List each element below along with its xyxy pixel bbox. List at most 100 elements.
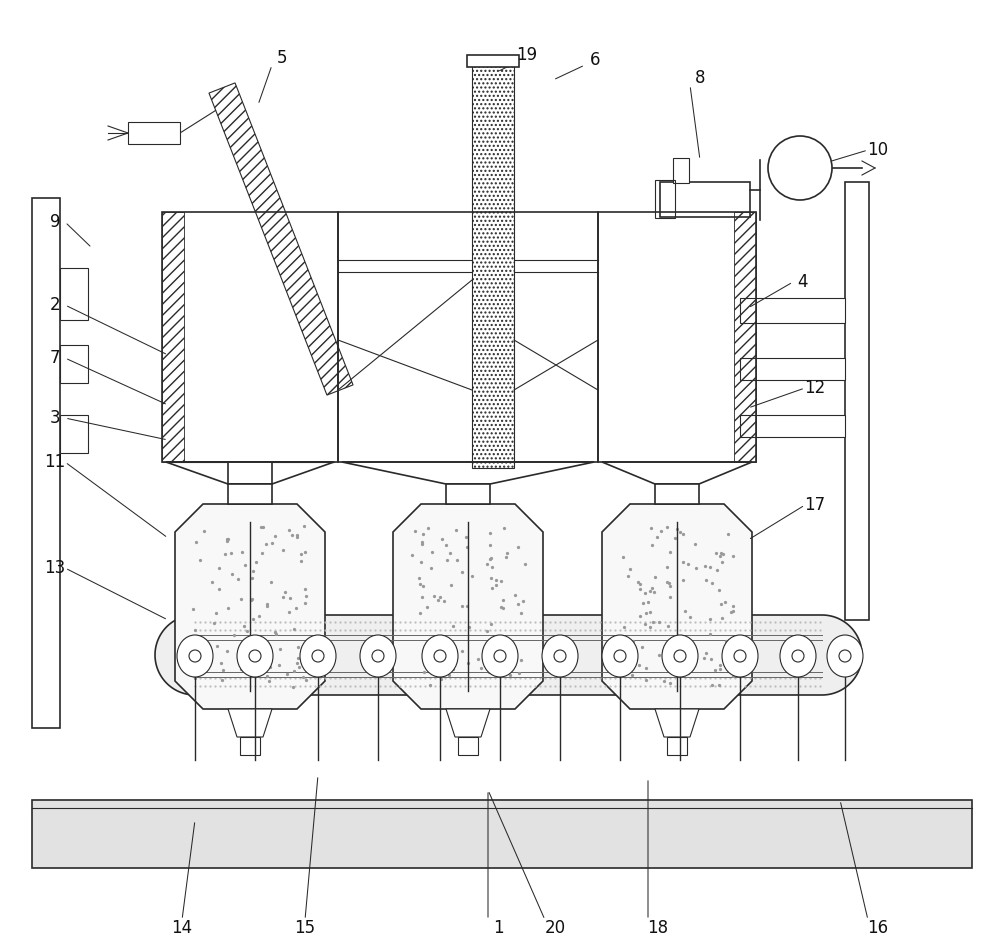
Point — [667, 530, 683, 545]
Point — [411, 571, 427, 586]
Point — [297, 595, 313, 611]
Point — [420, 635, 436, 650]
Point — [208, 606, 224, 621]
Point — [651, 615, 667, 630]
Text: 10: 10 — [867, 141, 889, 159]
Point — [415, 526, 431, 541]
Point — [698, 646, 714, 661]
Point — [291, 659, 307, 674]
Point — [634, 639, 650, 654]
Point — [279, 666, 295, 682]
Point — [660, 618, 676, 633]
Point — [414, 589, 430, 604]
Point — [253, 520, 269, 535]
Ellipse shape — [360, 635, 396, 677]
Point — [429, 659, 445, 674]
Point — [482, 538, 498, 553]
Point — [669, 521, 685, 537]
Point — [496, 520, 512, 536]
Point — [209, 639, 225, 654]
Point — [441, 667, 457, 683]
Ellipse shape — [482, 635, 518, 677]
Point — [271, 658, 287, 673]
Point — [483, 616, 499, 631]
Text: 3: 3 — [50, 409, 60, 427]
Point — [625, 633, 641, 648]
Point — [498, 550, 514, 565]
Point — [470, 651, 486, 666]
Point — [725, 668, 741, 684]
Point — [717, 594, 733, 610]
Point — [239, 624, 255, 639]
Text: 19: 19 — [516, 46, 538, 64]
Point — [697, 558, 713, 574]
Point — [488, 577, 504, 592]
Point — [424, 545, 440, 560]
Point — [720, 527, 736, 542]
Point — [482, 551, 498, 566]
Point — [696, 650, 712, 665]
Point — [412, 605, 428, 620]
Point — [432, 590, 448, 605]
Point — [414, 534, 430, 549]
Point — [635, 595, 651, 611]
Point — [220, 601, 236, 616]
Text: 12: 12 — [804, 379, 826, 397]
Point — [714, 611, 730, 626]
Point — [285, 680, 301, 695]
Point — [653, 523, 669, 538]
Point — [281, 522, 297, 538]
Point — [707, 663, 723, 678]
Point — [404, 548, 420, 563]
Point — [297, 544, 313, 559]
Bar — [60, 345, 88, 383]
Ellipse shape — [237, 635, 273, 677]
Point — [708, 546, 724, 561]
Point — [296, 519, 312, 534]
Ellipse shape — [422, 635, 458, 677]
Point — [718, 633, 734, 648]
Point — [244, 571, 260, 586]
Point — [281, 604, 297, 619]
Point — [219, 534, 235, 549]
Text: 2: 2 — [50, 296, 60, 314]
Bar — [845, 182, 869, 620]
Text: 9: 9 — [50, 213, 60, 231]
Point — [259, 668, 275, 684]
Point — [702, 559, 718, 574]
Point — [425, 652, 441, 667]
Point — [289, 527, 305, 542]
Point — [632, 609, 648, 624]
Point — [204, 574, 220, 590]
Point — [479, 556, 495, 572]
Polygon shape — [155, 615, 862, 695]
Point — [412, 576, 428, 592]
Point — [237, 557, 253, 573]
Point — [185, 602, 201, 617]
Point — [286, 622, 302, 637]
Bar — [458, 737, 478, 755]
Point — [487, 665, 503, 681]
Point — [488, 647, 504, 663]
Point — [438, 538, 454, 553]
Point — [698, 573, 714, 588]
Point — [675, 572, 691, 587]
Text: 1: 1 — [493, 919, 503, 937]
Point — [189, 666, 205, 682]
Point — [499, 545, 515, 560]
Text: 7: 7 — [50, 349, 60, 367]
Point — [244, 640, 260, 655]
Point — [264, 536, 280, 551]
Ellipse shape — [542, 635, 578, 677]
Point — [646, 584, 662, 599]
Point — [449, 552, 465, 567]
Text: 6: 6 — [590, 51, 600, 69]
Point — [637, 616, 653, 631]
Point — [284, 527, 300, 542]
Point — [282, 591, 298, 606]
Ellipse shape — [722, 635, 758, 677]
Bar — [128, 122, 180, 144]
Point — [713, 545, 729, 560]
Point — [413, 555, 429, 570]
Point — [510, 539, 526, 555]
